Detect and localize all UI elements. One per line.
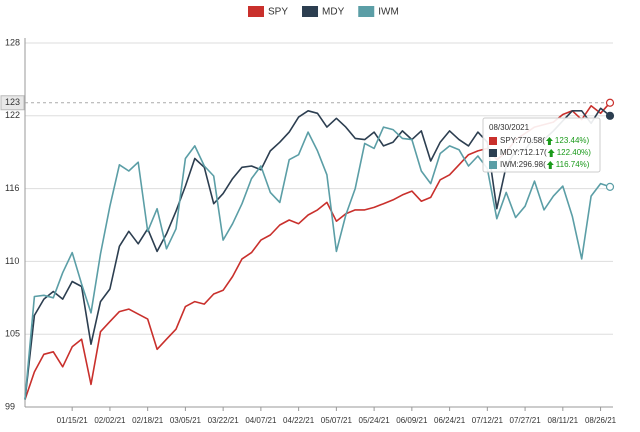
- up-arrow: [547, 149, 555, 157]
- tooltip-swatch: [489, 149, 497, 157]
- legend-swatch: [248, 6, 264, 17]
- end-marker: [605, 111, 615, 120]
- tooltip-box: [482, 117, 601, 173]
- x-tick-label: 04/07/21: [245, 416, 277, 425]
- x-tick-label: 08/11/21: [548, 416, 579, 425]
- end-marker: [605, 182, 615, 191]
- y-tick-label: 99: [5, 401, 15, 411]
- crosshair-label-box: [0, 95, 25, 111]
- legend-label: MDY: [322, 7, 345, 18]
- tooltip: 08/30/2021 SPY:770.58( 123.44%) MDY:712.17(…: [482, 117, 601, 173]
- legend-swatch: [302, 6, 319, 17]
- x-tick-label: 07/12/21: [472, 416, 504, 425]
- x-tick-label: 08/26/21: [585, 416, 617, 425]
- y-tick-label: 110: [5, 256, 19, 266]
- tooltip-swatch: [489, 161, 497, 169]
- x-tick-label: 07/27/21: [510, 416, 542, 425]
- y-tick-label: 128: [5, 37, 20, 47]
- tooltip-text: MDY:712.17(: [500, 148, 547, 157]
- up-arrow: [545, 137, 553, 145]
- x-tick-label: 04/22/21: [283, 416, 315, 425]
- tooltip-change: 116.74%): [556, 160, 590, 169]
- legend-label: SPY: [268, 7, 288, 18]
- x-tick-label: 05/07/21: [321, 416, 353, 425]
- y-tick-label: 122: [5, 110, 20, 120]
- tooltip-change: 123.44%): [555, 136, 590, 145]
- y-tick-label: 105: [5, 329, 20, 339]
- tooltip-text: IWM:296.98(: [500, 160, 546, 169]
- y-tick-label: 116: [5, 183, 19, 193]
- up-arrow: [546, 161, 554, 169]
- tooltip-swatch: [489, 137, 497, 145]
- x-tick-label: 06/24/21: [434, 416, 466, 425]
- x-tick-label: 01/15/21: [57, 416, 89, 425]
- x-tick-label: 02/18/21: [132, 416, 164, 425]
- x-tick-label: 03/22/21: [208, 416, 240, 425]
- tooltip-date: 08/30/2021: [489, 123, 530, 132]
- legend-swatch: [358, 6, 375, 17]
- x-tick-label: 05/24/21: [359, 416, 391, 425]
- x-tick-label: 03/05/21: [170, 416, 202, 425]
- x-tick-label: 06/09/21: [396, 416, 428, 425]
- legend-label: IWM: [378, 7, 399, 18]
- crosshair-label: 123: [5, 97, 20, 107]
- end-marker: [605, 98, 615, 107]
- series-line: [24, 126, 611, 400]
- tooltip-change: 122.40%): [557, 148, 592, 157]
- tooltip-text: SPY:770.58(: [500, 136, 545, 145]
- x-tick-label: 02/02/21: [94, 416, 126, 425]
